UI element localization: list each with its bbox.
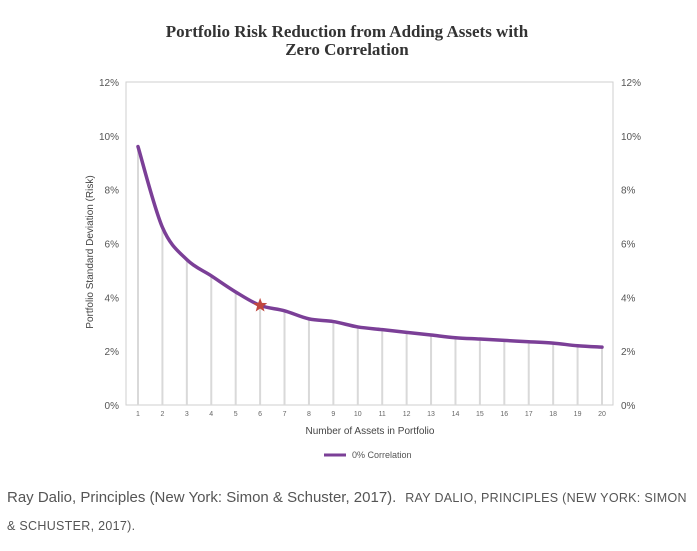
x-tick-label: 9 xyxy=(331,411,335,418)
chart: Portfolio Risk Reduction from Adding Ass… xyxy=(85,22,641,460)
y2-tick-label: 6% xyxy=(621,240,636,251)
caption-text: Ray Dalio, Principles (New York: Simon &… xyxy=(7,489,397,506)
x-tick-label: 17 xyxy=(525,411,533,418)
y-tick-label: 12% xyxy=(99,78,119,89)
x-tick-label: 2 xyxy=(160,411,164,418)
chart-title-line-1: Portfolio Risk Reduction from Adding Ass… xyxy=(166,22,529,41)
x-tick-label: 16 xyxy=(500,411,508,418)
y2-tick-label: 8% xyxy=(621,186,636,197)
x-tick-label: 7 xyxy=(283,411,287,418)
y-tick-label: 10% xyxy=(99,132,119,143)
x-tick-label: 19 xyxy=(574,411,582,418)
x-tick-label: 14 xyxy=(452,411,460,418)
y-tick-label: 2% xyxy=(105,347,120,358)
y-axis-left: 0% 2% 4% 6% 8% 10% 12% xyxy=(99,78,119,412)
image-caption: Ray Dalio, Principles (New York: Simon &… xyxy=(7,484,693,540)
y-axis-right: 0% 2% 4% 6% 8% 10% 12% xyxy=(621,78,641,412)
y2-tick-label: 0% xyxy=(621,401,636,412)
x-tick-label: 8 xyxy=(307,411,311,418)
y-tick-label: 6% xyxy=(105,240,120,251)
x-tick-label: 20 xyxy=(598,411,606,418)
x-tick-label: 1 xyxy=(136,411,140,418)
x-tick-label: 13 xyxy=(427,411,435,418)
chart-title-line-2: Zero Correlation xyxy=(285,40,409,59)
legend-label: 0% Correlation xyxy=(352,450,412,460)
x-tick-label: 11 xyxy=(379,411,386,418)
y2-tick-label: 12% xyxy=(621,78,641,89)
y2-tick-label: 2% xyxy=(621,347,636,358)
star-icon xyxy=(252,297,268,312)
y-tick-label: 4% xyxy=(105,293,120,304)
y2-tick-label: 4% xyxy=(621,293,636,304)
grid-lines xyxy=(137,146,603,405)
x-tick-label: 4 xyxy=(209,411,213,418)
x-tick-label: 18 xyxy=(549,411,557,418)
x-tick-label: 10 xyxy=(354,411,362,418)
y2-tick-label: 10% xyxy=(621,132,641,143)
x-tick-label: 15 xyxy=(476,411,484,418)
plot-area-frame xyxy=(125,81,614,406)
x-tick-label: 3 xyxy=(185,411,189,418)
x-tick-label: 6 xyxy=(258,411,262,418)
y-tick-label: 8% xyxy=(105,186,120,197)
y-tick-label: 0% xyxy=(105,401,120,412)
series-line-0-correlation xyxy=(136,144,604,349)
x-tick-label: 5 xyxy=(234,411,238,418)
x-axis: 1 2 3 4 5 6 7 8 9 10 11 12 13 14 15 16 17 18 19 20 xyxy=(136,411,606,418)
x-tick-label: 12 xyxy=(403,411,411,418)
x-axis-label: Number of Assets in Portfolio xyxy=(306,426,435,437)
y-axis-label: Portfolio Standard Deviation (Risk) xyxy=(85,175,96,328)
caption-credit: RAY DALIO, PRINCIPLES (NEW YORK: SIMON &… xyxy=(7,491,687,533)
